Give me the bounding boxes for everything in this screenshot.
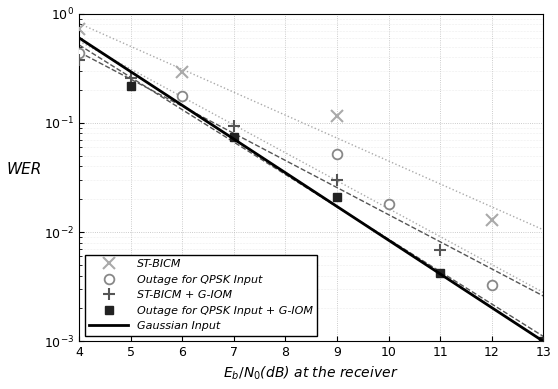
- Outage for QPSK Input: [179, 94, 186, 99]
- ST-BICM + G-IOM: [334, 178, 340, 182]
- ST-BICM: [334, 114, 340, 119]
- ST-BICM: [488, 217, 495, 222]
- Line: Outage for QPSK Input + G-IOM: Outage for QPSK Input + G-IOM: [127, 81, 547, 345]
- Gaussian Input: [227, 135, 234, 139]
- Gaussian Input: [368, 226, 374, 231]
- Line: Outage for QPSK Input: Outage for QPSK Input: [74, 48, 497, 289]
- Gaussian Input: [76, 36, 83, 40]
- Line: ST-BICM + G-IOM: ST-BICM + G-IOM: [74, 54, 446, 256]
- Outage for QPSK Input: [76, 50, 83, 55]
- Outage for QPSK Input + G-IOM: [334, 194, 340, 199]
- Line: ST-BICM: ST-BICM: [74, 24, 497, 225]
- ST-BICM: [179, 70, 186, 75]
- Outage for QPSK Input: [488, 282, 495, 287]
- ST-BICM + G-IOM: [127, 75, 134, 80]
- Gaussian Input: [540, 339, 546, 343]
- ST-BICM + G-IOM: [76, 57, 83, 62]
- Outage for QPSK Input: [385, 202, 392, 207]
- Outage for QPSK Input + G-IOM: [437, 271, 444, 275]
- ST-BICM + G-IOM: [230, 124, 237, 129]
- Y-axis label: WER: WER: [7, 163, 42, 177]
- Gaussian Input: [259, 156, 266, 160]
- Gaussian Input: [132, 72, 138, 77]
- ST-BICM: [76, 27, 83, 32]
- Outage for QPSK Input + G-IOM: [127, 83, 134, 88]
- Outage for QPSK Input + G-IOM: [230, 135, 237, 140]
- ST-BICM + G-IOM: [437, 248, 444, 253]
- Line: Gaussian Input: Gaussian Input: [79, 38, 543, 341]
- Gaussian Input: [413, 256, 420, 261]
- Outage for QPSK Input + G-IOM: [540, 339, 546, 343]
- Outage for QPSK Input: [334, 152, 340, 156]
- Gaussian Input: [411, 254, 417, 259]
- Legend: ST-BICM, Outage for QPSK Input, ST-BICM + G-IOM, Outage for QPSK Input + G-IOM, : ST-BICM, Outage for QPSK Input, ST-BICM …: [85, 254, 318, 336]
- X-axis label: $E_b/N_0$(dB) at the receiver: $E_b/N_0$(dB) at the receiver: [223, 364, 399, 382]
